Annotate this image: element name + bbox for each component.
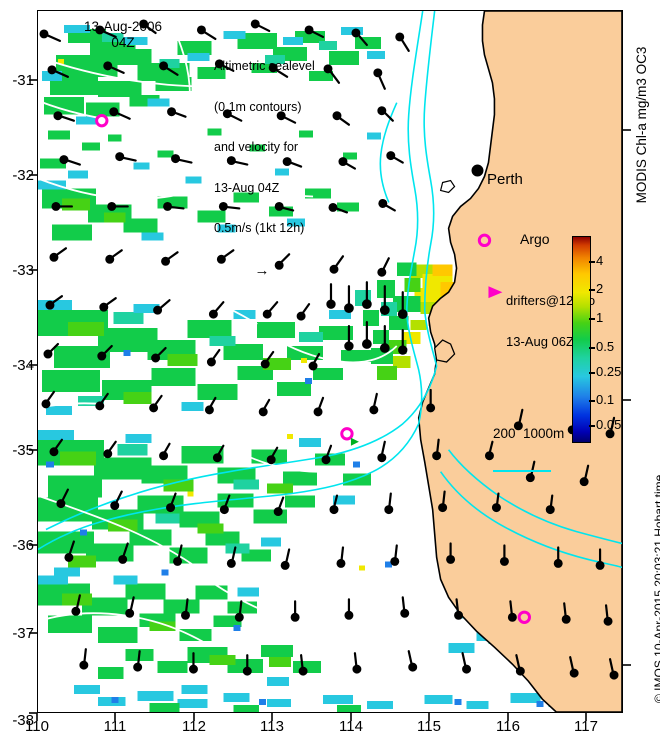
drifters-line-2: 13-Aug 06Z (506, 333, 574, 349)
colorbar-title: MODIS Chl-a mg/m3 OC3 (634, 46, 649, 204)
bathymetry-legend-swatch (493, 469, 551, 472)
date-line-2: 04Z (111, 34, 135, 50)
y-tick-36: -36 (12, 537, 34, 554)
y-tick-35: -35 (12, 442, 34, 459)
credit-text: © IMOS 10-Apr-2015 20:03:21 Hobart time (652, 474, 660, 703)
drifter-track-markers[interactable] (350, 286, 503, 446)
label-perth: Perth (487, 171, 523, 188)
x-tick-111: 111 (103, 718, 127, 735)
x-tick-114: 114 (339, 718, 363, 735)
colorbar-tick-6 (589, 425, 595, 427)
legend-line-3: and velocity for (214, 140, 299, 154)
legend-line-2: (0.1m contours) (214, 99, 302, 114)
colorbar-label-1: 2 (596, 281, 604, 296)
colorbar-tick-0 (589, 261, 595, 263)
bathymetry-legend: 200 1000m (493, 400, 564, 499)
colorbar-tick-3 (589, 347, 595, 349)
date-stamp: 13-Aug-2006 04Z (48, 19, 198, 50)
colorbar-tick-1 (589, 289, 595, 291)
colorbar-tick-5 (589, 400, 595, 402)
colorbar-label-5: 0.1 (596, 392, 615, 407)
y-tick-33: -33 (12, 262, 34, 279)
x-tick-116: 116 (496, 718, 520, 735)
velocity-arrows (39, 19, 619, 680)
x-tick-110: 110 (25, 718, 49, 735)
label-argo: Argo (520, 231, 550, 247)
colorbar-label-4: 0.25 (596, 364, 622, 379)
x-tick-112: 112 (182, 718, 206, 735)
map-canvas (38, 11, 622, 712)
colorbar-tick-4 (589, 372, 595, 374)
colorbar-gradient (572, 236, 591, 443)
date-line-1: 13-Aug-2006 (83, 19, 163, 34)
velocity-scale-arrow-icon: → (254, 261, 270, 279)
bathymetry-legend-label: 200 1000m (493, 426, 565, 441)
colorbar-label-3: 0.5 (596, 339, 615, 354)
y-tick-34: -34 (12, 357, 34, 374)
y-tick-31: -31 (12, 72, 34, 89)
sealevel-legend: Altimetric sealevel (0.1m contours) and … (214, 33, 315, 303)
colorbar-label-2: 1 (596, 310, 604, 325)
legend-line-5: 0.5m/s (1kt 12h) (214, 221, 305, 235)
x-tick-115: 115 (417, 718, 441, 735)
x-tick-113: 113 (260, 718, 284, 735)
argo-float-markers[interactable] (95, 114, 532, 624)
colorbar-label-6: 0.05 (596, 417, 622, 432)
legend-line-4: 13-Aug 04Z (214, 180, 280, 195)
y-tick-37: -37 (12, 625, 34, 642)
x-tick-117: 117 (574, 718, 598, 735)
colorbar-label-0: 4 (596, 253, 604, 268)
city-marker-perth (471, 164, 484, 177)
y-tick-32: -32 (12, 167, 34, 184)
colorbar-tick-2 (589, 318, 595, 320)
map-plot-area[interactable]: 13-Aug-2006 04Z Altimetric sealevel (0.1… (37, 10, 623, 713)
legend-line-1: Altimetric sealevel (214, 59, 315, 73)
y-tick-38: -38 (12, 712, 34, 729)
